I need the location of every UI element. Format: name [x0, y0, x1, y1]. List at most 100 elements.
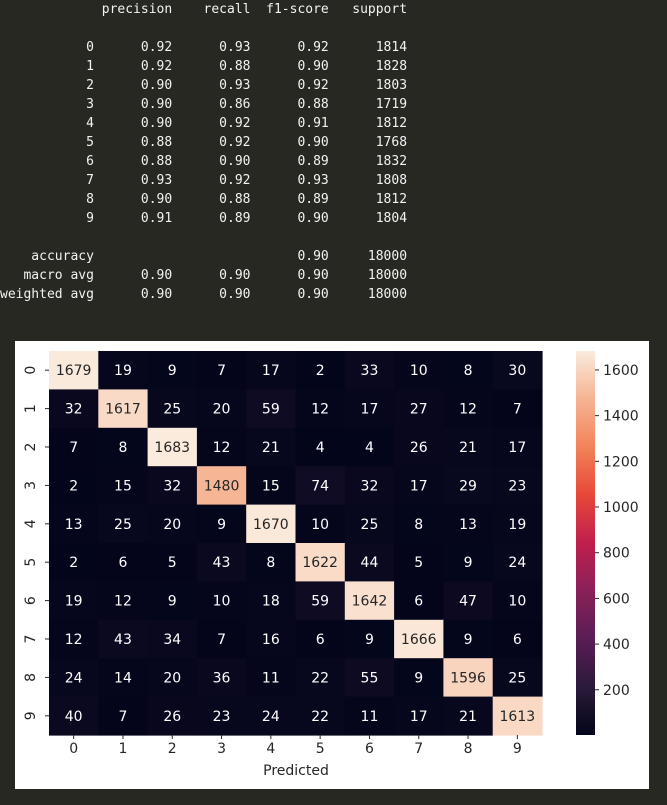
- heatmap-cell: [492, 543, 543, 582]
- cell-value: 4: [316, 440, 325, 456]
- cell-value: 1480: [204, 478, 240, 494]
- heatmap-cell: [295, 389, 346, 429]
- cell-value: 20: [213, 402, 231, 418]
- report-row-recall: 0.92: [172, 135, 251, 150]
- heatmap-cell: [196, 389, 247, 429]
- cell-value: 34: [163, 632, 181, 648]
- cell-value: 11: [262, 670, 280, 686]
- cell-value: 18: [262, 594, 280, 610]
- report-row-f1: 0.89: [250, 192, 329, 207]
- cell-value: 32: [163, 478, 181, 494]
- report-summary-row-support: 18000: [328, 249, 408, 264]
- cell-value: 26: [163, 709, 181, 725]
- report-row-precision: 0.92: [93, 40, 173, 55]
- cell-value: 40: [65, 709, 83, 725]
- report-summary-row-precision: 0.90: [93, 268, 173, 283]
- x-tick-label: 0: [69, 741, 78, 757]
- report-row-precision: 0.92: [93, 59, 173, 74]
- cell-value: 1683: [154, 440, 190, 456]
- cell-value: 4: [365, 440, 374, 456]
- y-tick-label: 1: [23, 404, 39, 413]
- report-row-support: 1812: [328, 192, 408, 207]
- cell-value: 15: [262, 478, 280, 494]
- x-axis-label: Predicted: [263, 763, 329, 779]
- cell-value: 20: [163, 517, 181, 533]
- heatmap-cell: [344, 466, 395, 506]
- cell-value: 20: [163, 670, 181, 686]
- cell-value: 14: [114, 670, 132, 686]
- report-row-precision: 0.91: [93, 211, 173, 226]
- report-summary-row-label: weighted avg: [0, 287, 94, 302]
- heatmap-cell: [147, 658, 198, 698]
- cell-value: 6: [414, 594, 423, 610]
- y-tick-label: 6: [23, 596, 39, 605]
- report-row-label: 0: [0, 40, 94, 55]
- heatmap-cell: [492, 619, 543, 659]
- heatmap-cell: [147, 389, 198, 429]
- cell-value: 1613: [500, 709, 536, 725]
- heatmap-cell: [394, 543, 444, 582]
- heatmap-cell: [196, 696, 247, 736]
- cell-value: 12: [213, 440, 231, 456]
- heatmap-cell: [295, 466, 346, 506]
- report-summary-row-label: macro avg: [0, 268, 94, 283]
- report-row-recall: 0.86: [172, 97, 251, 112]
- cell-value: 1617: [105, 402, 141, 418]
- heatmap-cell: [49, 466, 99, 506]
- colorbar-tick-label: 1200: [603, 454, 639, 470]
- heatmap-cell: [246, 581, 297, 621]
- heatmap-cell: [492, 658, 543, 698]
- heatmap-cell: [443, 466, 494, 506]
- heatmap-cell: [492, 351, 543, 390]
- report-summary-row-f1: 0.90: [250, 249, 329, 264]
- report-row-f1: 0.90: [250, 59, 329, 74]
- report-row-f1: 0.91: [250, 116, 329, 131]
- report-summary-row-precision: 0.90: [93, 287, 173, 302]
- report-summary-row-recall: 0.90: [172, 268, 251, 283]
- cell-value: 29: [459, 478, 477, 494]
- heatmap-cell: [246, 389, 297, 429]
- colorbar-tick-label: 400: [603, 637, 630, 653]
- heatmap-cell: [344, 581, 395, 621]
- colorbar: [576, 351, 595, 735]
- heatmap-cell: [49, 427, 99, 467]
- cell-value: 21: [459, 709, 477, 725]
- heatmap-cell: [492, 581, 543, 621]
- heatmap-cell: [98, 581, 149, 621]
- cell-value: 1666: [401, 632, 437, 648]
- report-header-f1-score: f1-score: [250, 2, 329, 17]
- heatmap-cell: [196, 466, 247, 506]
- cell-value: 8: [464, 363, 473, 379]
- report-row-support: 1804: [328, 211, 408, 226]
- heatmap-cell: [246, 466, 297, 506]
- heatmap-cell: [98, 619, 149, 659]
- heatmap-cell: [344, 619, 395, 659]
- heatmap-cell: [246, 351, 297, 390]
- cell-value: 13: [65, 517, 83, 533]
- x-tick-label: 9: [513, 741, 522, 757]
- cell-value: 15: [114, 478, 132, 494]
- cell-value: 22: [311, 670, 329, 686]
- report-summary-row-support: 18000: [328, 287, 408, 302]
- heatmap-cell: [246, 543, 297, 582]
- cell-value: 2: [69, 478, 78, 494]
- cell-value: 7: [69, 440, 78, 456]
- heatmap-cell: [98, 466, 149, 506]
- report-row-f1: 0.92: [250, 78, 329, 93]
- report-row-precision: 0.88: [93, 135, 173, 150]
- heatmap-cell: [49, 696, 99, 736]
- y-tick-label: 5: [23, 558, 39, 567]
- cell-value: 12: [114, 594, 132, 610]
- cell-value: 6: [118, 555, 127, 571]
- report-row-label: 3: [0, 97, 94, 112]
- cell-value: 9: [168, 594, 177, 610]
- cell-value: 19: [508, 517, 526, 533]
- cell-value: 1642: [352, 594, 388, 610]
- report-row-precision: 0.90: [93, 97, 173, 112]
- cell-value: 44: [361, 555, 379, 571]
- report-row-recall: 0.93: [172, 40, 251, 55]
- cell-value: 12: [311, 402, 329, 418]
- report-row-f1: 0.90: [250, 211, 329, 226]
- cell-value: 9: [464, 632, 473, 648]
